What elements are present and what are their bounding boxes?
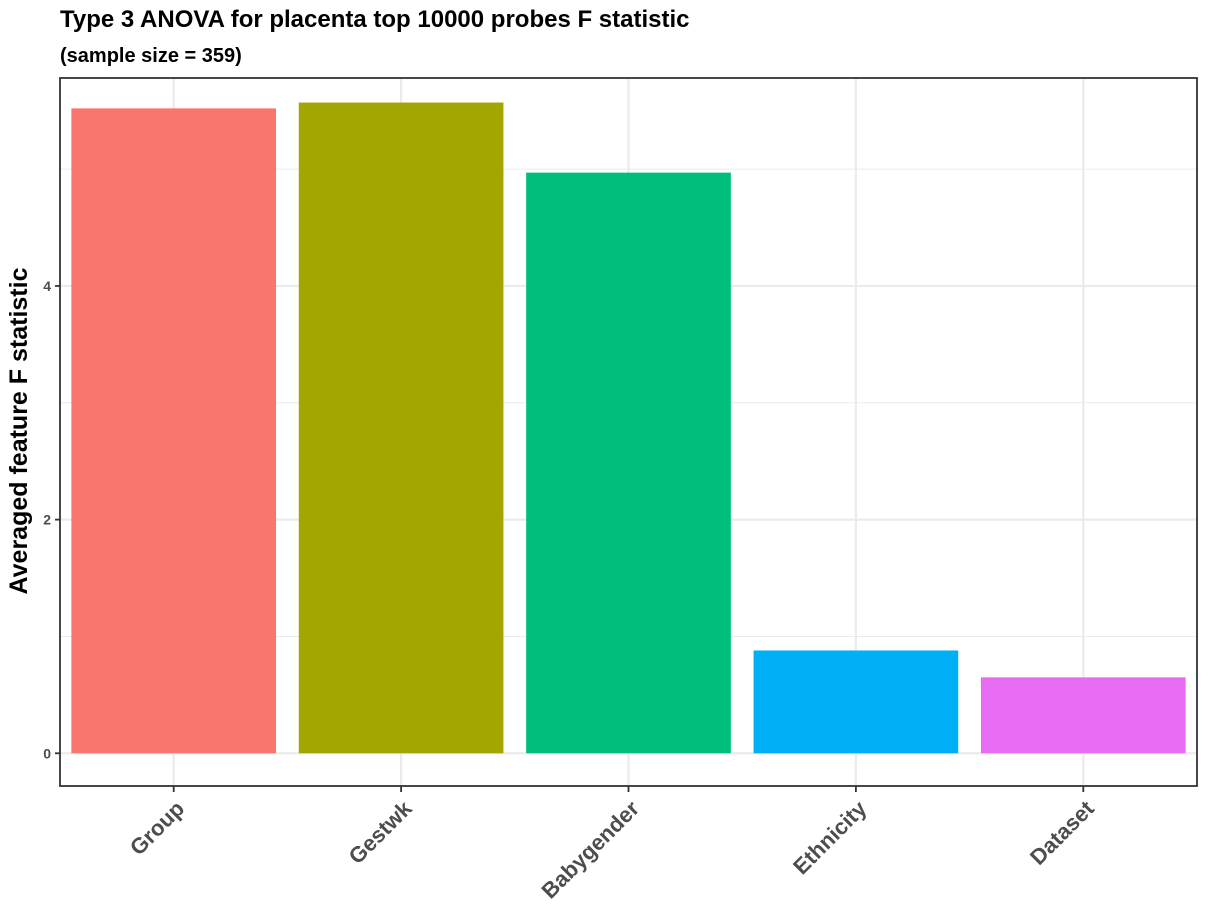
bar-babygender bbox=[526, 172, 731, 754]
y-tick-label: 4 bbox=[43, 278, 51, 294]
y-axis-label: Averaged feature F statistic bbox=[5, 267, 33, 594]
y-tick-label: 2 bbox=[43, 512, 51, 528]
plot-area: 0 2 4 Group Gestwk Babygender Ethnicity Dataset bbox=[43, 77, 1198, 904]
x-tick-label: Gestwk bbox=[344, 795, 418, 869]
bar-ethnicity bbox=[753, 650, 959, 754]
y-tick-label: 0 bbox=[43, 745, 51, 761]
chart-title: Type 3 ANOVA for placenta top 10000 prob… bbox=[60, 6, 690, 33]
bar-gestwk bbox=[298, 102, 504, 754]
x-tick-label: Ethnicity bbox=[788, 795, 872, 879]
x-tick-label: Group bbox=[125, 796, 189, 860]
x-tick-label: Dataset bbox=[1025, 795, 1099, 869]
bar-dataset bbox=[980, 677, 1186, 754]
bar-group bbox=[71, 108, 277, 754]
chart-subtitle: (sample size = 359) bbox=[60, 45, 242, 67]
x-tick-label: Babygender bbox=[536, 796, 644, 904]
